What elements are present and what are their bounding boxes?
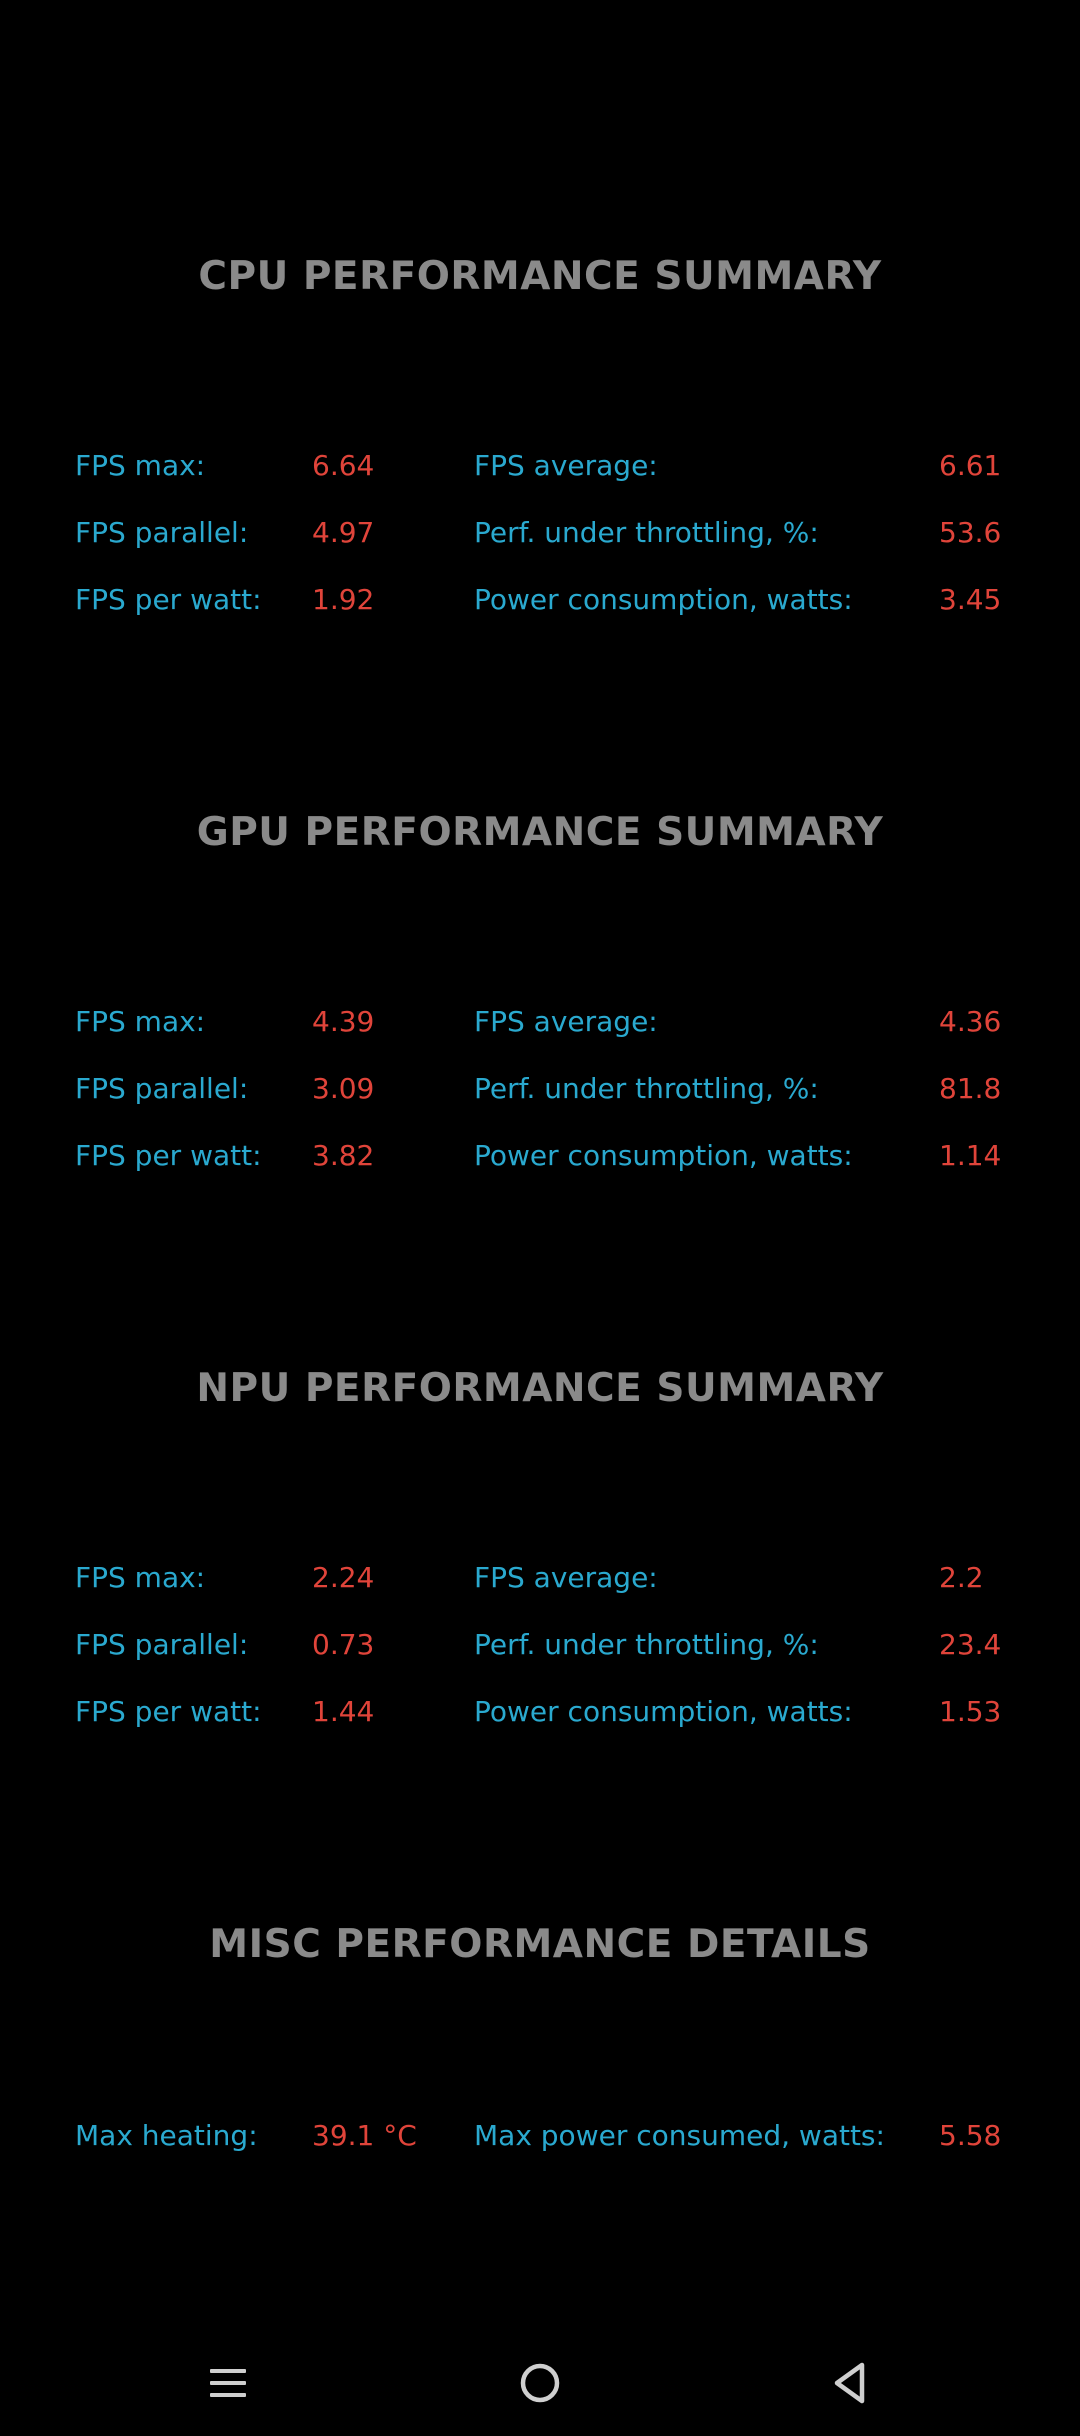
- section-title: NPU PERFORMANCE SUMMARY: [196, 1366, 884, 1411]
- home-icon: [520, 2363, 560, 2403]
- stat-label: FPS average:: [474, 1561, 658, 1594]
- section-title: MISC PERFORMANCE DETAILS: [209, 1922, 871, 1967]
- stat-row: FPS per watt: 1.92 Power consumption, wa…: [0, 570, 1080, 630]
- stat-value: 4.97: [312, 516, 375, 549]
- stat-label: FPS average:: [474, 1005, 658, 1038]
- stat-value: 0.73: [312, 1628, 375, 1661]
- stat-label: FPS max:: [75, 1561, 206, 1594]
- stat-label: FPS parallel:: [75, 1628, 249, 1661]
- stat-row: Max heating: 39.1 °C Max power consumed,…: [0, 2106, 1080, 2166]
- stat-label: Power consumption, watts:: [474, 1695, 853, 1728]
- stat-value: 1.14: [939, 1139, 1002, 1172]
- stat-value: 1.92: [312, 583, 375, 616]
- stat-value: 39.1 °C: [312, 2119, 417, 2152]
- stat-value: 2.2: [939, 1561, 984, 1594]
- stat-label: Max power consumed, watts:: [474, 2119, 885, 2152]
- stat-row: FPS parallel: 0.73 Perf. under throttlin…: [0, 1615, 1080, 1675]
- stat-label: FPS per watt:: [75, 1139, 262, 1172]
- stat-value: 23.4: [939, 1628, 1002, 1661]
- stat-value: 3.09: [312, 1072, 375, 1105]
- stat-row: FPS per watt: 1.44 Power consumption, wa…: [0, 1682, 1080, 1742]
- stat-row: FPS max: 6.64 FPS average: 6.61: [0, 436, 1080, 496]
- stat-value: 2.24: [312, 1561, 375, 1594]
- stat-label: FPS max:: [75, 449, 206, 482]
- stat-value: 5.58: [939, 2119, 1002, 2152]
- stat-label: Perf. under throttling, %:: [474, 1072, 819, 1105]
- stat-row: FPS per watt: 3.82 Power consumption, wa…: [0, 1126, 1080, 1186]
- stat-label: FPS parallel:: [75, 1072, 249, 1105]
- home-button[interactable]: [505, 2348, 575, 2418]
- stat-label: Perf. under throttling, %:: [474, 1628, 819, 1661]
- stat-label: FPS per watt:: [75, 583, 262, 616]
- back-button[interactable]: [815, 2348, 885, 2418]
- stat-value: 3.82: [312, 1139, 375, 1172]
- recent-apps-button[interactable]: [193, 2348, 263, 2418]
- stat-value: 4.36: [939, 1005, 1002, 1038]
- stat-row: FPS max: 4.39 FPS average: 4.36: [0, 992, 1080, 1052]
- stat-label: FPS max:: [75, 1005, 206, 1038]
- stat-label: Power consumption, watts:: [474, 583, 853, 616]
- stat-row: FPS max: 2.24 FPS average: 2.2: [0, 1548, 1080, 1608]
- menu-icon: [210, 2369, 246, 2397]
- stat-value: 1.44: [312, 1695, 375, 1728]
- stat-value: 81.8: [939, 1072, 1002, 1105]
- stat-row: FPS parallel: 3.09 Perf. under throttlin…: [0, 1059, 1080, 1119]
- stat-value: 6.64: [312, 449, 375, 482]
- stat-row: FPS parallel: 4.97 Perf. under throttlin…: [0, 503, 1080, 563]
- stat-label: FPS average:: [474, 449, 658, 482]
- stat-label: Perf. under throttling, %:: [474, 516, 819, 549]
- stat-label: Max heating:: [75, 2119, 258, 2152]
- stat-value: 4.39: [312, 1005, 375, 1038]
- section-title: CPU PERFORMANCE SUMMARY: [198, 254, 882, 299]
- section-title: GPU PERFORMANCE SUMMARY: [196, 810, 884, 855]
- back-icon: [834, 2362, 865, 2404]
- stat-value: 53.6: [939, 516, 1002, 549]
- stat-label: FPS per watt:: [75, 1695, 262, 1728]
- stat-value: 6.61: [939, 449, 1002, 482]
- stat-value: 3.45: [939, 583, 1002, 616]
- stat-value: 1.53: [939, 1695, 1002, 1728]
- system-navigation-bar: [0, 2330, 1080, 2436]
- stat-label: Power consumption, watts:: [474, 1139, 853, 1172]
- stat-label: FPS parallel:: [75, 516, 249, 549]
